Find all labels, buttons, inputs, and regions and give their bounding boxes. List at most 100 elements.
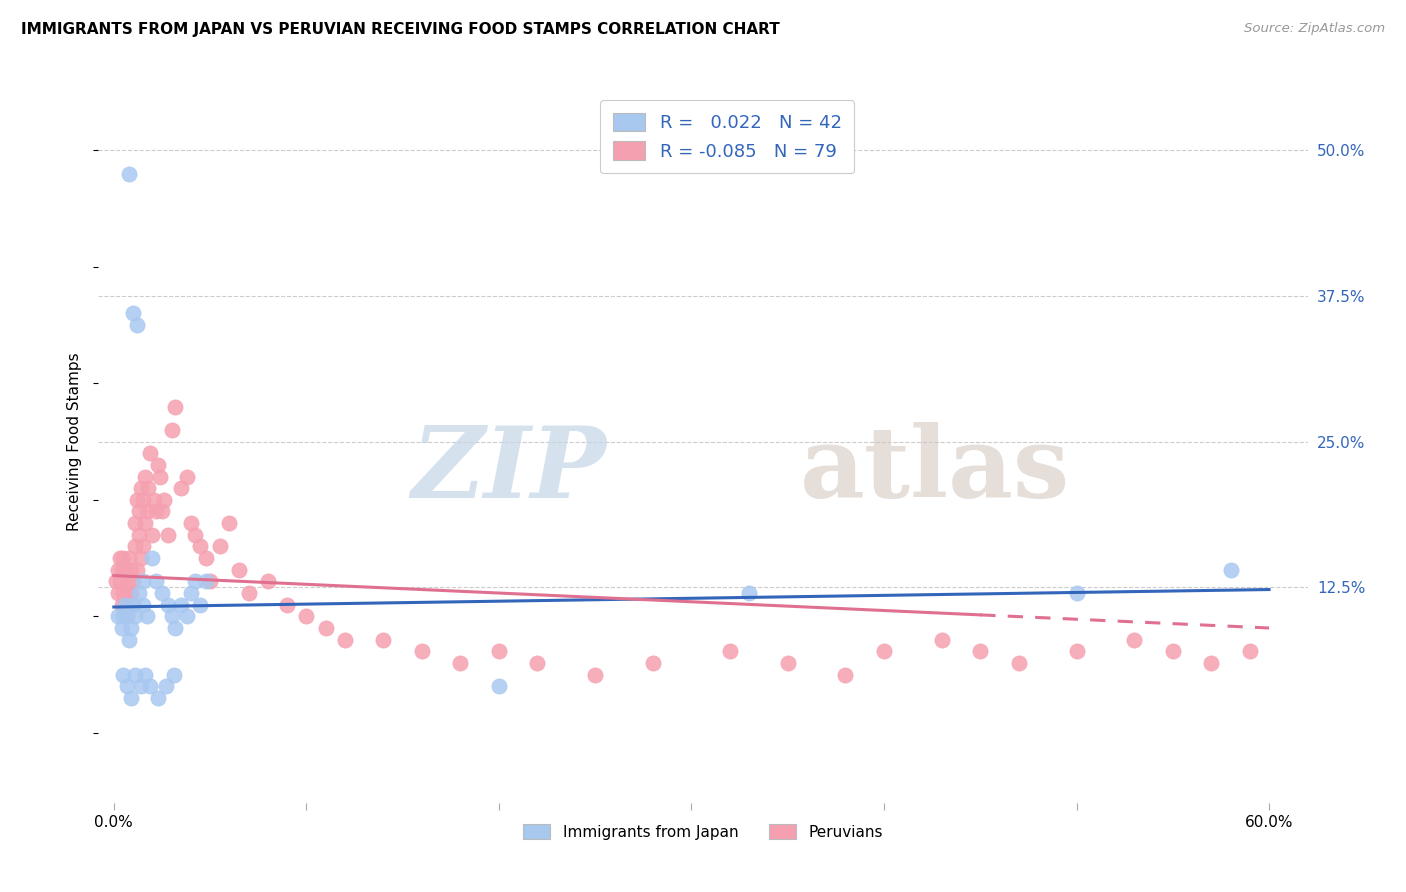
Point — [526, 656, 548, 670]
Point — [195, 551, 218, 566]
Point — [146, 458, 169, 472]
Point — [295, 609, 318, 624]
Point — [183, 574, 205, 589]
Point — [128, 504, 150, 518]
Point — [165, 400, 187, 414]
Point — [129, 679, 152, 693]
Point — [122, 598, 145, 612]
Point — [160, 423, 183, 437]
Point — [776, 656, 799, 670]
Point — [190, 540, 212, 554]
Point — [190, 598, 212, 612]
Point — [118, 167, 141, 181]
Point — [176, 469, 198, 483]
Point — [488, 644, 510, 658]
Point — [114, 598, 136, 612]
Point — [145, 574, 167, 589]
Point — [449, 656, 471, 670]
Point — [198, 574, 221, 589]
Point — [134, 667, 156, 681]
Point — [195, 574, 218, 589]
Point — [373, 632, 395, 647]
Point — [873, 644, 896, 658]
Point — [641, 656, 664, 670]
Point — [120, 621, 142, 635]
Point — [117, 609, 139, 624]
Point — [117, 609, 139, 624]
Point — [117, 679, 139, 693]
Point — [114, 598, 136, 612]
Point — [110, 598, 132, 612]
Point — [120, 563, 142, 577]
Point — [104, 574, 127, 589]
Point — [183, 528, 205, 542]
Text: IMMIGRANTS FROM JAPAN VS PERUVIAN RECEIVING FOOD STAMPS CORRELATION CHART: IMMIGRANTS FROM JAPAN VS PERUVIAN RECEIV… — [21, 22, 780, 37]
Y-axis label: Receiving Food Stamps: Receiving Food Stamps — [67, 352, 83, 531]
Point — [143, 492, 166, 507]
Point — [180, 586, 202, 600]
Point — [122, 598, 145, 612]
Point — [131, 540, 153, 554]
Point — [165, 621, 187, 635]
Point — [931, 632, 953, 647]
Point — [1066, 586, 1088, 600]
Point — [122, 306, 145, 320]
Point — [108, 551, 131, 566]
Point — [176, 609, 198, 624]
Point — [150, 504, 173, 518]
Point — [153, 492, 176, 507]
Point — [134, 516, 156, 530]
Point — [124, 609, 146, 624]
Point — [120, 586, 142, 600]
Point — [257, 574, 280, 589]
Point — [124, 540, 146, 554]
Point — [125, 492, 148, 507]
Text: atlas: atlas — [800, 422, 1070, 519]
Point — [315, 621, 337, 635]
Point — [155, 679, 177, 693]
Point — [162, 667, 184, 681]
Point — [1219, 563, 1241, 577]
Point — [110, 563, 132, 577]
Point — [156, 528, 179, 542]
Point — [110, 621, 132, 635]
Point — [228, 563, 250, 577]
Point — [488, 679, 510, 693]
Point — [1123, 632, 1146, 647]
Point — [738, 586, 761, 600]
Point — [160, 609, 183, 624]
Text: Source: ZipAtlas.com: Source: ZipAtlas.com — [1244, 22, 1385, 36]
Point — [156, 598, 179, 612]
Point — [333, 632, 356, 647]
Point — [170, 598, 193, 612]
Text: ZIP: ZIP — [412, 422, 606, 518]
Point — [139, 446, 162, 460]
Point — [180, 516, 202, 530]
Point — [138, 481, 160, 495]
Point — [112, 586, 135, 600]
Point — [583, 667, 606, 681]
Point — [1239, 644, 1261, 658]
Point — [139, 679, 162, 693]
Point — [129, 551, 152, 566]
Point — [124, 516, 146, 530]
Point — [834, 667, 856, 681]
Point — [120, 690, 142, 705]
Point — [1201, 656, 1223, 670]
Point — [238, 586, 260, 600]
Point — [124, 667, 146, 681]
Point — [107, 609, 129, 624]
Point — [718, 644, 741, 658]
Point — [1066, 644, 1088, 658]
Point — [218, 516, 240, 530]
Point — [131, 492, 153, 507]
Point — [150, 586, 173, 600]
Point — [141, 551, 163, 566]
Point — [135, 609, 157, 624]
Point — [122, 574, 145, 589]
Point — [1161, 644, 1184, 658]
Legend: Immigrants from Japan, Peruvians: Immigrants from Japan, Peruvians — [517, 818, 889, 846]
Point — [108, 574, 131, 589]
Point — [118, 632, 141, 647]
Point — [146, 690, 169, 705]
